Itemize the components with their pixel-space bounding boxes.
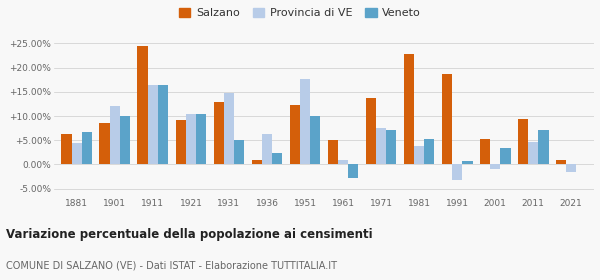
Bar	[414, 146, 424, 164]
Bar	[310, 116, 320, 164]
Bar	[442, 74, 452, 164]
Bar	[338, 160, 348, 164]
Bar	[462, 161, 473, 164]
Text: Variazione percentuale della popolazione ai censimenti: Variazione percentuale della popolazione…	[6, 228, 373, 241]
Bar	[214, 102, 224, 164]
Bar	[61, 134, 71, 164]
Bar	[71, 143, 82, 164]
Bar	[566, 164, 577, 172]
Legend: Salzano, Provincia di VE, Veneto: Salzano, Provincia di VE, Veneto	[177, 6, 423, 20]
Bar	[186, 114, 196, 164]
Bar	[224, 93, 234, 164]
Bar	[328, 140, 338, 164]
Bar	[518, 119, 528, 164]
Bar	[452, 164, 462, 180]
Bar	[196, 114, 206, 164]
Bar	[290, 105, 300, 164]
Bar	[137, 46, 148, 164]
Bar	[365, 98, 376, 164]
Bar	[348, 164, 358, 178]
Bar	[100, 123, 110, 164]
Bar	[234, 140, 244, 164]
Bar	[538, 130, 548, 164]
Bar	[148, 85, 158, 164]
Bar	[251, 160, 262, 164]
Bar	[528, 142, 538, 164]
Bar	[556, 160, 566, 164]
Bar	[376, 128, 386, 164]
Bar	[490, 164, 500, 169]
Bar	[480, 139, 490, 164]
Bar	[176, 120, 186, 164]
Bar	[300, 79, 310, 164]
Bar	[110, 106, 120, 164]
Bar	[404, 54, 414, 164]
Bar	[386, 130, 397, 164]
Text: COMUNE DI SALZANO (VE) - Dati ISTAT - Elaborazione TUTTITALIA.IT: COMUNE DI SALZANO (VE) - Dati ISTAT - El…	[6, 260, 337, 270]
Bar	[424, 139, 434, 164]
Bar	[262, 134, 272, 164]
Bar	[82, 132, 92, 164]
Bar	[158, 85, 168, 164]
Bar	[120, 116, 130, 164]
Bar	[500, 148, 511, 164]
Bar	[272, 153, 283, 164]
